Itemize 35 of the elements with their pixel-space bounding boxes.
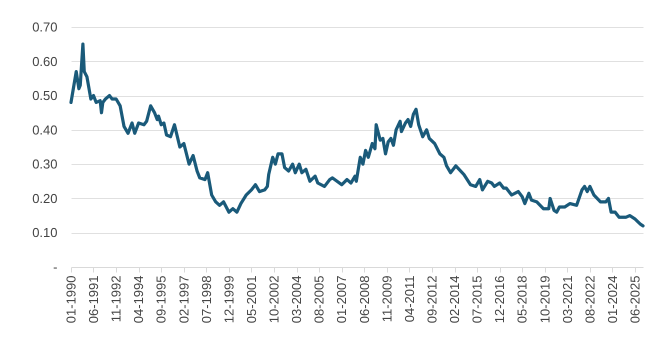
x-tick-label: 12-1999 bbox=[221, 276, 236, 324]
x-tick-label: 06-2025 bbox=[628, 276, 643, 324]
x-tick-label: 01-1990 bbox=[64, 276, 78, 324]
x-tick-label: 05-2001 bbox=[244, 276, 259, 324]
x-tick-label: 10-2019 bbox=[537, 276, 552, 324]
y-tick-label: - bbox=[53, 260, 58, 274]
x-tick-label: 01-2024 bbox=[604, 276, 620, 324]
x-tick-label: 02-1997 bbox=[176, 276, 192, 324]
y-tick-label: 0.40 bbox=[32, 122, 58, 138]
y-tick-label: 0.30 bbox=[32, 156, 58, 172]
y-tick-label: 0.10 bbox=[32, 225, 58, 240]
x-tick-label: 06-2008 bbox=[356, 276, 372, 324]
x-tick-label: 12-2016 bbox=[492, 276, 508, 324]
x-tick-label: 06-1991 bbox=[86, 276, 101, 324]
y-tick-label: 0.20 bbox=[32, 190, 58, 206]
x-tick-label: 08-2005 bbox=[312, 276, 327, 324]
x-tick-label: 10-2002 bbox=[266, 276, 282, 324]
x-tick-label: 11-1992 bbox=[108, 276, 124, 322]
x-tick-label: 04-1994 bbox=[131, 276, 146, 324]
x-tick-label: 05-2018 bbox=[514, 276, 530, 324]
x-tick-label: 03-2004 bbox=[289, 276, 304, 324]
y-tick-label: 0.50 bbox=[32, 88, 58, 104]
x-tick-label: 01-2007 bbox=[334, 276, 350, 324]
x-tick-label: 07-2015 bbox=[470, 276, 485, 324]
x-tick-label: 02-2014 bbox=[447, 276, 462, 324]
x-tick-label: 03-2021 bbox=[560, 276, 575, 324]
x-tick-label: 07-1998 bbox=[198, 276, 214, 324]
x-tick-label: 09-2012 bbox=[424, 276, 440, 324]
y-tick-label: 0.60 bbox=[32, 54, 58, 69]
x-tick-label: 09-1995 bbox=[154, 276, 169, 324]
x-tick-label: 08-2022 bbox=[582, 276, 598, 324]
line-series bbox=[69, 42, 645, 228]
y-tick-label: 0.70 bbox=[32, 20, 58, 34]
x-tick-label: 11-2009 bbox=[379, 276, 394, 322]
x-tick-label: 04-2011 bbox=[402, 276, 417, 322]
